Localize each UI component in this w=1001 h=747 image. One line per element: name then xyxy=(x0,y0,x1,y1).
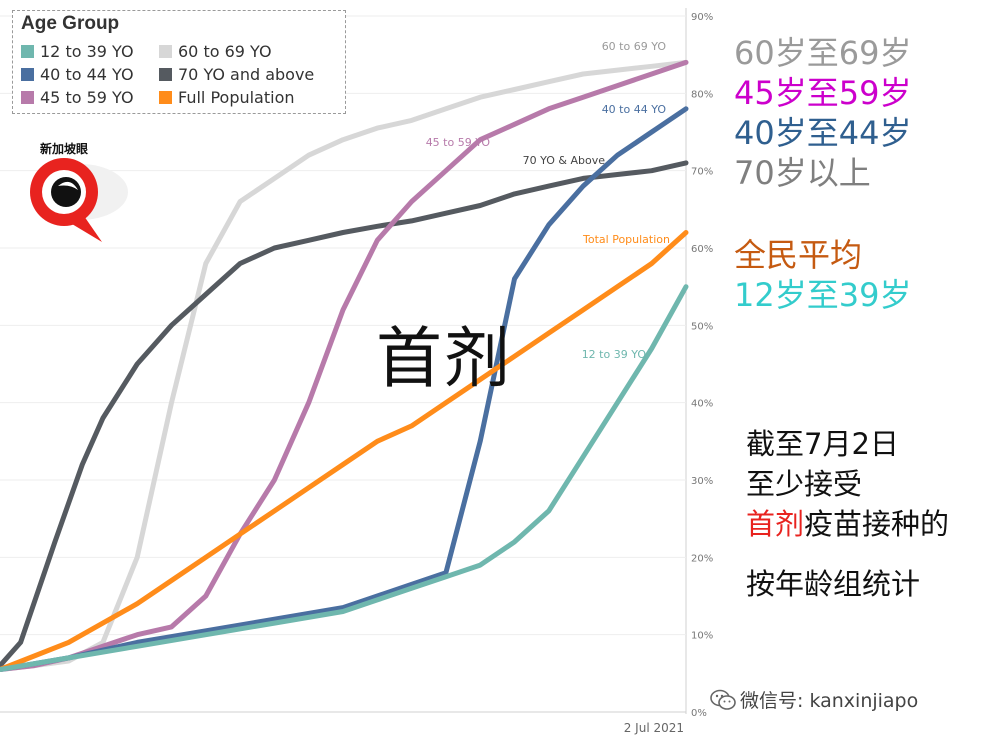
wechat-id: 微信号: kanxinjiapo xyxy=(710,686,918,713)
legend-swatch xyxy=(159,45,172,58)
legend-swatch xyxy=(159,91,172,104)
series-line xyxy=(0,59,689,672)
note-line-1: 截至7月2日 xyxy=(746,427,899,461)
legend-item-45-59: 45 to 59 YO xyxy=(21,88,134,107)
y-tick-label: 80% xyxy=(691,89,713,100)
series-label: 45 to 59 YO xyxy=(426,136,491,149)
legend-swatch xyxy=(159,68,172,81)
series-label: 12 to 39 YO xyxy=(582,348,647,361)
y-tick-label: 50% xyxy=(691,321,713,332)
series-label: 40 to 44 YO xyxy=(602,103,667,116)
y-tick-label: 70% xyxy=(691,167,713,178)
series-line xyxy=(0,284,689,672)
series-line xyxy=(0,160,689,669)
y-tick-label: 20% xyxy=(691,553,713,564)
side-label-60-69: 60岁至69岁 xyxy=(734,34,912,72)
logo: 新加坡眼 xyxy=(18,140,128,245)
note-line-4: 按年龄组统计 xyxy=(746,567,921,601)
y-tick-label: 90% xyxy=(691,12,713,23)
legend-item-full-population: Full Population xyxy=(159,88,295,107)
logo-text: 新加坡眼 xyxy=(40,142,89,156)
legend-item-60-69: 60 to 69 YO xyxy=(159,42,272,61)
eye-logo-icon xyxy=(30,158,128,242)
series-line xyxy=(0,230,689,672)
plot-area xyxy=(0,8,686,712)
legend-title: Age Group xyxy=(21,13,120,34)
side-label-12-39: 12岁至39岁 xyxy=(734,276,912,314)
wechat-icon xyxy=(710,689,736,710)
legend-swatch xyxy=(21,68,34,81)
side-label-40-44: 40岁至44岁 xyxy=(734,114,912,152)
y-tick-label: 30% xyxy=(691,476,713,487)
note-highlight: 首剂 xyxy=(746,507,805,541)
side-label-45-59: 45岁至59岁 xyxy=(734,74,912,112)
y-tick-label: 40% xyxy=(691,399,713,410)
main-label: 首剂 xyxy=(376,320,512,397)
y-tick-label: 0% xyxy=(691,708,707,719)
legend-item-70-above: 70 YO and above xyxy=(159,65,314,84)
y-tick-label: 10% xyxy=(691,631,713,642)
note-line-2: 至少接受 xyxy=(746,467,863,501)
series-line xyxy=(0,106,689,672)
series-label: 60 to 69 YO xyxy=(602,40,667,53)
side-label-full-population: 全民平均 xyxy=(734,236,863,274)
note: 截至7月2日 至少接受 首剂疫苗接种的 按年龄组统计 xyxy=(746,424,949,604)
legend-item-40-44: 40 to 44 YO xyxy=(21,65,134,84)
y-tick-label: 60% xyxy=(691,244,713,255)
series-label: 70 YO & Above xyxy=(523,154,606,167)
legend-swatch xyxy=(21,91,34,104)
side-label-70-above: 70岁以上 xyxy=(734,154,871,192)
x-tick-label: 2 Jul 2021 xyxy=(624,721,684,735)
note-line-3: 首剂疫苗接种的 xyxy=(746,504,949,544)
legend-item-12-39: 12 to 39 YO xyxy=(21,42,134,61)
legend: Age Group 12 to 39 YO 60 to 69 YO 40 to … xyxy=(12,10,346,114)
note-line-3-rest: 疫苗接种的 xyxy=(804,507,950,541)
series-label: Total Population xyxy=(582,233,670,246)
legend-swatch xyxy=(21,45,34,58)
